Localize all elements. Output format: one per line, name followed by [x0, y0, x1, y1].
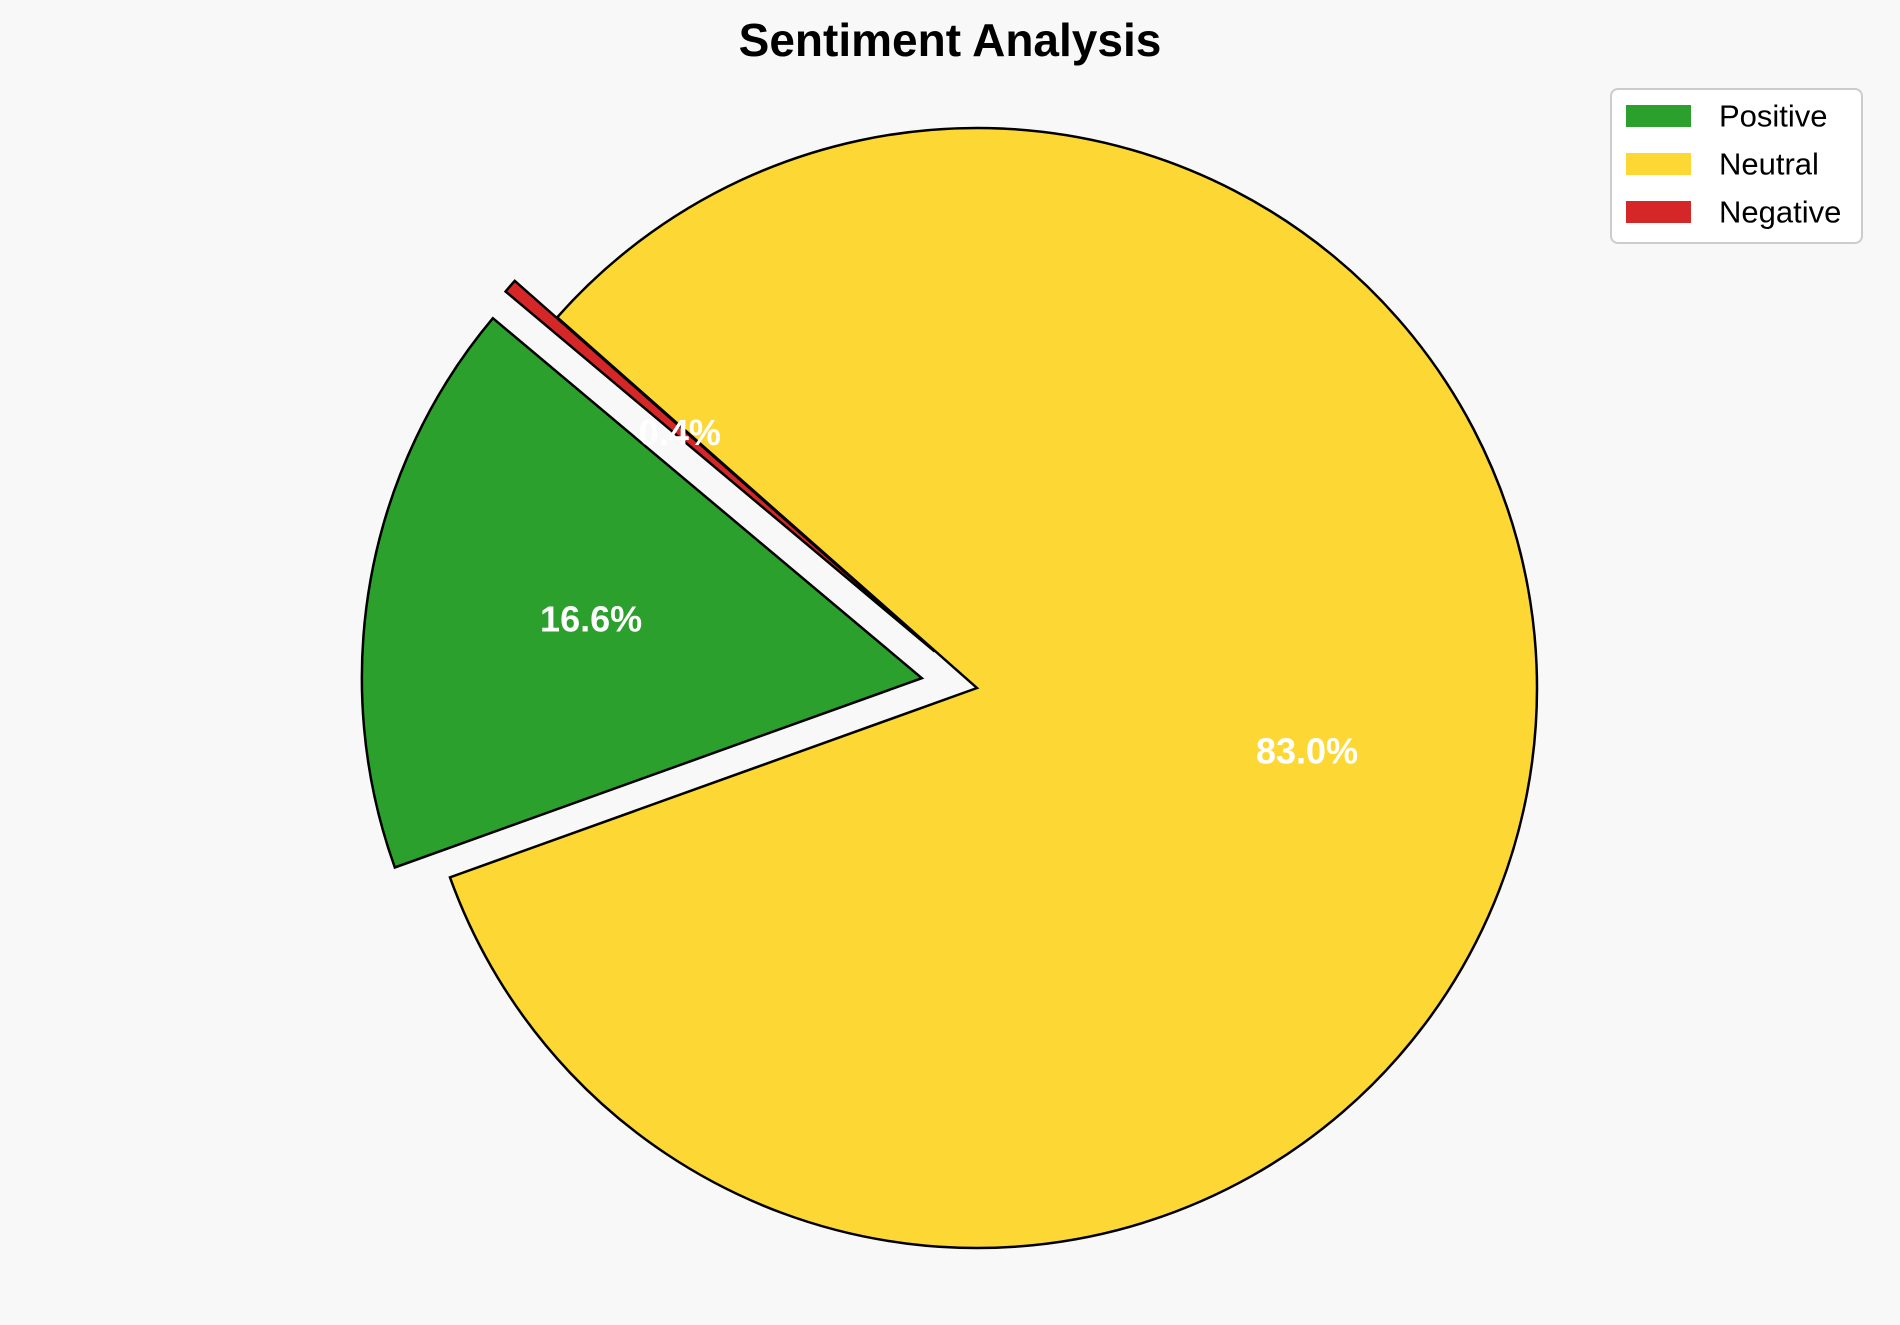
legend-items: Positive Neutral Negative	[1626, 99, 1841, 230]
legend-swatch-negative	[1626, 201, 1691, 223]
legend-swatch-neutral	[1626, 153, 1691, 175]
legend-swatch-positive	[1626, 105, 1691, 127]
pie-slice-neutral	[448, 126, 1539, 1250]
pie-slice-negative	[503, 279, 936, 653]
pie-label-neutral: 83.0%	[1256, 731, 1358, 772]
legend-label-neutral: Neutral	[1719, 147, 1819, 182]
legend-label-negative: Negative	[1719, 195, 1841, 230]
pie-slice-labels: 16.6% 83.0% 0.4%	[540, 412, 1358, 772]
legend-label-positive: Positive	[1719, 99, 1828, 134]
pie-slices	[360, 126, 1539, 1250]
legend: Positive Neutral Negative	[1610, 88, 1863, 244]
pie-slice-positive	[360, 316, 925, 870]
chart-title: Sentiment Analysis	[739, 14, 1162, 66]
pie-label-negative: 0.4%	[639, 412, 721, 453]
pie-label-positive: 16.6%	[540, 599, 642, 640]
